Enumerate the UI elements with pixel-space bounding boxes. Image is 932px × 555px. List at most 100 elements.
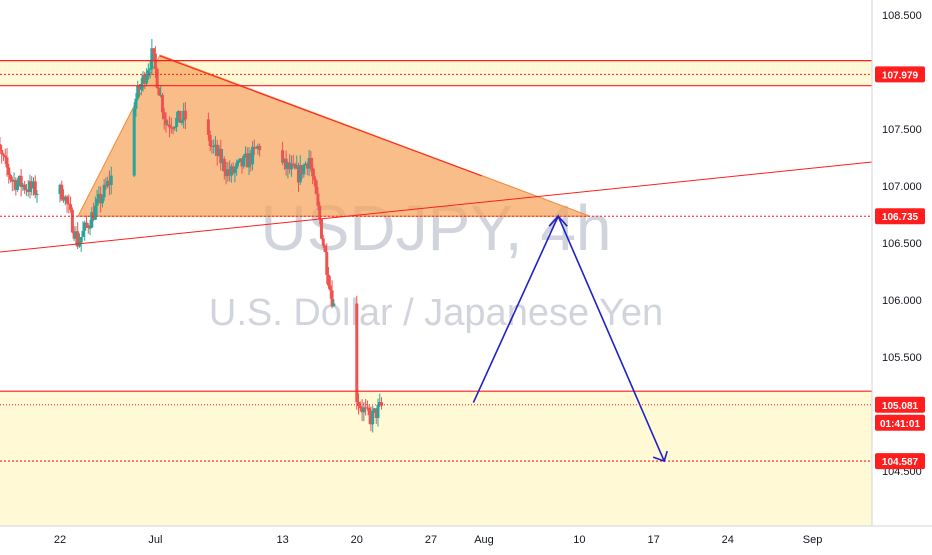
falling-trendline: [159, 55, 483, 177]
candle-body: [316, 193, 320, 206]
candle-body: [81, 230, 85, 237]
candle-body: [28, 181, 32, 193]
candle-body: [90, 212, 94, 228]
candle-body: [88, 227, 92, 229]
candle-body: [19, 175, 23, 187]
candle-body: [10, 179, 14, 182]
candle-body: [132, 108, 136, 176]
candle-body: [258, 145, 262, 151]
time-tick-label: 13: [276, 534, 288, 546]
candle-body: [26, 189, 30, 193]
time-tick-label: 22: [54, 534, 66, 546]
candle-body: [30, 181, 34, 189]
candle-body: [327, 274, 331, 286]
candle-body: [233, 168, 237, 173]
candle-body: [67, 203, 71, 205]
rising-trendline: [0, 161, 873, 253]
candle-body: [5, 157, 9, 168]
time-tick-label: Aug: [474, 534, 494, 546]
candle-body: [14, 180, 18, 190]
time-tick-label: 17: [647, 534, 659, 546]
candle-body: [63, 196, 67, 201]
candle-body: [321, 238, 325, 246]
candle-body: [305, 163, 309, 169]
candle-body: [222, 158, 226, 172]
candle-body: [159, 95, 163, 97]
candle-body: [104, 184, 108, 187]
candle-body: [107, 180, 111, 185]
candle-body: [378, 402, 382, 405]
candle-body: [3, 155, 7, 158]
candle-body: [157, 87, 161, 96]
candle-body: [58, 184, 62, 195]
candle-body: [106, 180, 110, 187]
candle-body: [293, 163, 297, 169]
candle-body: [99, 193, 103, 204]
candle-body: [295, 165, 299, 169]
candle-body: [70, 209, 74, 233]
candle-body: [208, 134, 212, 147]
highlight-zones: [0, 60, 872, 526]
candle-body: [9, 175, 13, 180]
candle-body: [311, 167, 315, 177]
candle-body: [206, 119, 210, 135]
candle-body: [7, 167, 11, 176]
candle-body: [32, 181, 35, 189]
candle-body: [95, 198, 99, 206]
candle-body: [226, 169, 230, 177]
countdown-tag: [875, 414, 925, 431]
support-zone: [0, 391, 872, 526]
candle-body: [229, 166, 233, 176]
candle-body: [139, 83, 143, 91]
candle-body: [0, 144, 2, 150]
candle-body: [160, 95, 164, 113]
candle-body: [102, 184, 106, 198]
candle-body: [314, 180, 318, 194]
projection-arrowhead-up: [548, 215, 568, 227]
price-tick-label: 105.500: [882, 352, 922, 364]
candle-body: [0, 149, 4, 155]
price-tick-label: 108.500: [882, 10, 922, 22]
candle-body: [362, 407, 366, 413]
candle-body: [249, 153, 253, 165]
candle-body: [323, 245, 327, 252]
candle-body: [355, 303, 359, 403]
candle-body: [302, 164, 306, 175]
candle-body: [100, 197, 104, 204]
candle-body: [332, 303, 336, 307]
candle-body: [182, 110, 186, 121]
candle-body: [330, 290, 334, 307]
candle-body: [224, 171, 228, 177]
candle-body: [79, 236, 83, 243]
candle-body: [291, 163, 295, 165]
candle-body: [60, 184, 64, 200]
candle-body: [155, 68, 159, 88]
candle-body: [304, 163, 308, 165]
price-tag-label: 104.587: [882, 457, 919, 468]
candle-body: [145, 75, 149, 84]
price-tags: 107.979 106.735 105.081 104.587 01:41:01: [875, 66, 925, 470]
candle-body: [210, 146, 214, 148]
candle-body: [62, 199, 66, 201]
candle-body: [380, 402, 384, 406]
candle-body: [298, 165, 302, 183]
price-tag-label: 106.735: [882, 212, 919, 223]
price-tick-label: 107.000: [882, 181, 922, 193]
candle-body: [236, 160, 240, 164]
candle-body: [376, 404, 380, 419]
candle-body: [244, 153, 247, 156]
candle-body: [16, 182, 20, 190]
candle-body: [247, 153, 251, 168]
candle-body: [23, 184, 27, 190]
candle-body: [33, 181, 37, 195]
time-tick-label: Sep: [803, 534, 823, 546]
candle-body: [175, 117, 179, 127]
candle-body: [141, 74, 145, 84]
candle-body: [93, 205, 97, 220]
price-tag: [875, 396, 925, 413]
candle-body: [252, 146, 256, 148]
candle-body: [74, 231, 78, 239]
candle-body: [312, 176, 316, 181]
